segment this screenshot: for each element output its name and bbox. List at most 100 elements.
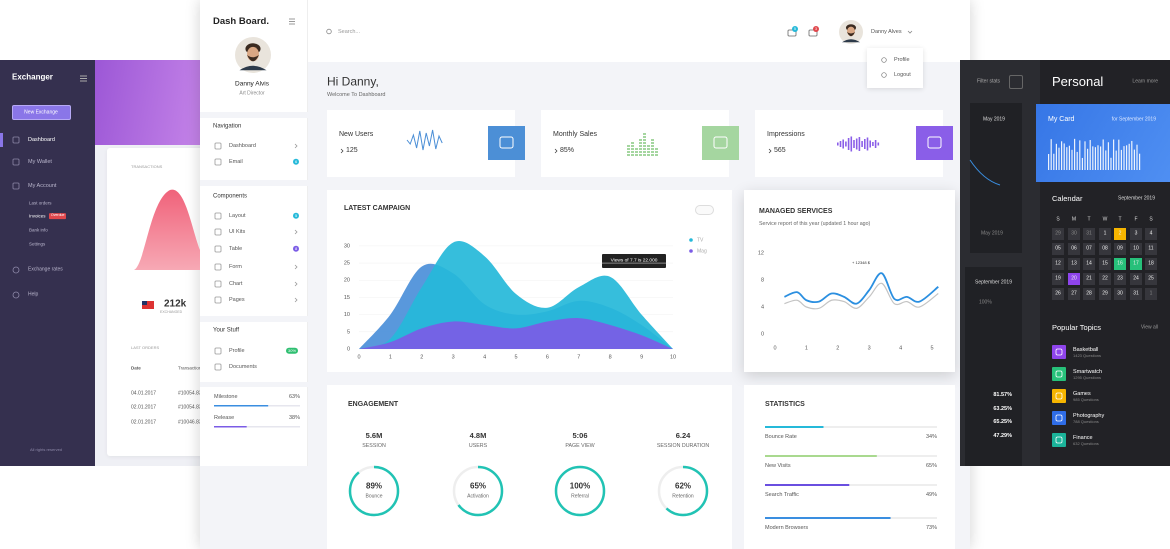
badge: 6 bbox=[293, 158, 300, 166]
calendar-day[interactable] bbox=[1083, 273, 1095, 285]
nav-item[interactable]: Documents bbox=[229, 363, 257, 370]
nav-item[interactable]: UI Kits bbox=[229, 228, 246, 235]
calendar-day[interactable] bbox=[1099, 288, 1111, 300]
toggle[interactable] bbox=[695, 205, 714, 215]
filter-button[interactable] bbox=[1009, 75, 1023, 89]
calendar-day[interactable] bbox=[1052, 273, 1064, 285]
brand: Dash Board. bbox=[213, 15, 269, 27]
calendar-day[interactable] bbox=[1068, 273, 1080, 285]
calendar-day[interactable] bbox=[1114, 258, 1126, 270]
nav-item[interactable]: Pages bbox=[229, 296, 245, 303]
topic-name[interactable]: Basketball bbox=[1073, 346, 1099, 353]
calendar-day-label: 20 bbox=[1071, 275, 1077, 282]
calendar-day[interactable] bbox=[1145, 273, 1157, 285]
calendar-day[interactable] bbox=[1068, 288, 1080, 300]
nav-item[interactable]: Dashboard bbox=[229, 142, 256, 149]
ring-label: Activation bbox=[467, 493, 489, 500]
calendar-day[interactable] bbox=[1130, 273, 1142, 285]
submenu-item[interactable]: Invoices bbox=[29, 213, 46, 219]
metric-label: SESSION bbox=[362, 443, 386, 450]
submenu-item[interactable]: Last orders bbox=[29, 200, 52, 206]
stat-percent: 34% bbox=[925, 433, 937, 440]
calendar-day[interactable] bbox=[1099, 243, 1111, 255]
topic-count: 985 Questions bbox=[1073, 396, 1099, 402]
topic-name[interactable]: Games bbox=[1073, 390, 1091, 397]
stat-percent: 65% bbox=[925, 462, 937, 469]
calendar-day[interactable] bbox=[1114, 288, 1126, 300]
month-label: May 2019 bbox=[981, 230, 1003, 237]
calendar-day[interactable] bbox=[1114, 273, 1126, 285]
ring-label: Retention bbox=[672, 493, 694, 500]
topics-title: Popular Topics bbox=[1052, 322, 1102, 332]
calendar-day[interactable] bbox=[1083, 243, 1095, 255]
calendar-day[interactable] bbox=[1114, 243, 1126, 255]
link[interactable]: Learn more bbox=[1132, 78, 1158, 85]
dropdown-item[interactable]: Profile bbox=[894, 56, 910, 63]
menu-item[interactable]: My Account bbox=[28, 182, 57, 189]
submenu-item[interactable]: Bank info bbox=[29, 227, 48, 233]
calendar-day[interactable] bbox=[1130, 258, 1142, 270]
stat-value: 85% bbox=[560, 147, 575, 155]
metric-value: 6.24 bbox=[675, 430, 691, 440]
calendar-day[interactable] bbox=[1130, 243, 1142, 255]
topic-name[interactable]: Photography bbox=[1073, 412, 1105, 419]
calendar-day[interactable] bbox=[1145, 288, 1157, 300]
weekday: F bbox=[1134, 216, 1138, 223]
overdue-badge: Overdue bbox=[49, 213, 67, 219]
calendar-day[interactable] bbox=[1083, 288, 1095, 300]
menu-item[interactable]: Dashboard bbox=[28, 136, 55, 143]
topic-name[interactable]: Finance bbox=[1073, 434, 1093, 441]
calendar-day-label: 30 bbox=[1071, 230, 1077, 237]
campaign-panel bbox=[327, 190, 732, 372]
amount-caption: EXCHANGED bbox=[160, 310, 183, 315]
calendar-day[interactable] bbox=[1068, 228, 1080, 240]
calendar-day-label: 16 bbox=[1117, 260, 1123, 267]
nav-item[interactable]: Email bbox=[229, 158, 243, 165]
calendar-day[interactable] bbox=[1114, 228, 1126, 240]
calendar-day[interactable] bbox=[1145, 258, 1157, 270]
calendar-day[interactable] bbox=[1099, 258, 1111, 270]
submenu-item[interactable]: Settings bbox=[29, 241, 46, 247]
topic-name[interactable]: Smartwatch bbox=[1073, 368, 1103, 375]
calendar-day[interactable] bbox=[1052, 258, 1064, 270]
menu-item[interactable]: My Wallet bbox=[28, 158, 52, 165]
calendar-day[interactable] bbox=[1130, 228, 1142, 240]
calendar-day[interactable] bbox=[1052, 228, 1064, 240]
menu-item[interactable]: Help bbox=[28, 291, 39, 298]
user-dropdown bbox=[867, 48, 923, 88]
calendar-day-label: 05 bbox=[1055, 245, 1061, 252]
menu-item[interactable]: Exchange rates bbox=[28, 266, 63, 273]
calendar-day[interactable] bbox=[1052, 288, 1064, 300]
dropdown-item[interactable]: Logout bbox=[894, 71, 911, 78]
nav-item[interactable]: Chart bbox=[229, 280, 243, 287]
greeting: Hi Danny, bbox=[327, 74, 379, 89]
calendar-month[interactable]: September 2019 bbox=[1118, 195, 1155, 202]
calendar-day[interactable] bbox=[1130, 288, 1142, 300]
nav-item[interactable]: Profile bbox=[229, 347, 245, 354]
calendar-day[interactable] bbox=[1145, 243, 1157, 255]
calendar-day[interactable] bbox=[1099, 228, 1111, 240]
ring-value: 65% bbox=[469, 481, 487, 491]
calendar-day[interactable] bbox=[1145, 228, 1157, 240]
search-input[interactable]: Search... bbox=[338, 28, 361, 35]
panel-title: MANAGED SERVICES bbox=[759, 208, 833, 216]
calendar-day[interactable] bbox=[1083, 258, 1095, 270]
panel-title: Personal bbox=[1052, 73, 1104, 89]
stat-title: Monthly Sales bbox=[553, 131, 597, 139]
month-select[interactable]: September 2019 bbox=[975, 279, 1012, 286]
nav-item[interactable]: Layout bbox=[229, 212, 246, 219]
nav-item[interactable]: Form bbox=[229, 263, 242, 270]
nav-item[interactable]: Table bbox=[229, 245, 243, 252]
user-menu[interactable]: Danny Alves bbox=[871, 28, 902, 35]
calendar-day[interactable] bbox=[1083, 228, 1095, 240]
month-select[interactable]: May 2019 bbox=[983, 116, 1005, 123]
calendar-day[interactable] bbox=[1052, 243, 1064, 255]
calendar-day[interactable] bbox=[1099, 273, 1111, 285]
new-exchange-button[interactable] bbox=[12, 105, 71, 120]
order-date: 02.01.2017 bbox=[131, 404, 157, 411]
tooltip-text: Views of 7.7 is 22.000 bbox=[610, 258, 658, 264]
calendar-day[interactable] bbox=[1068, 258, 1080, 270]
calendar-day[interactable] bbox=[1068, 243, 1080, 255]
link[interactable]: View all bbox=[1140, 324, 1158, 331]
